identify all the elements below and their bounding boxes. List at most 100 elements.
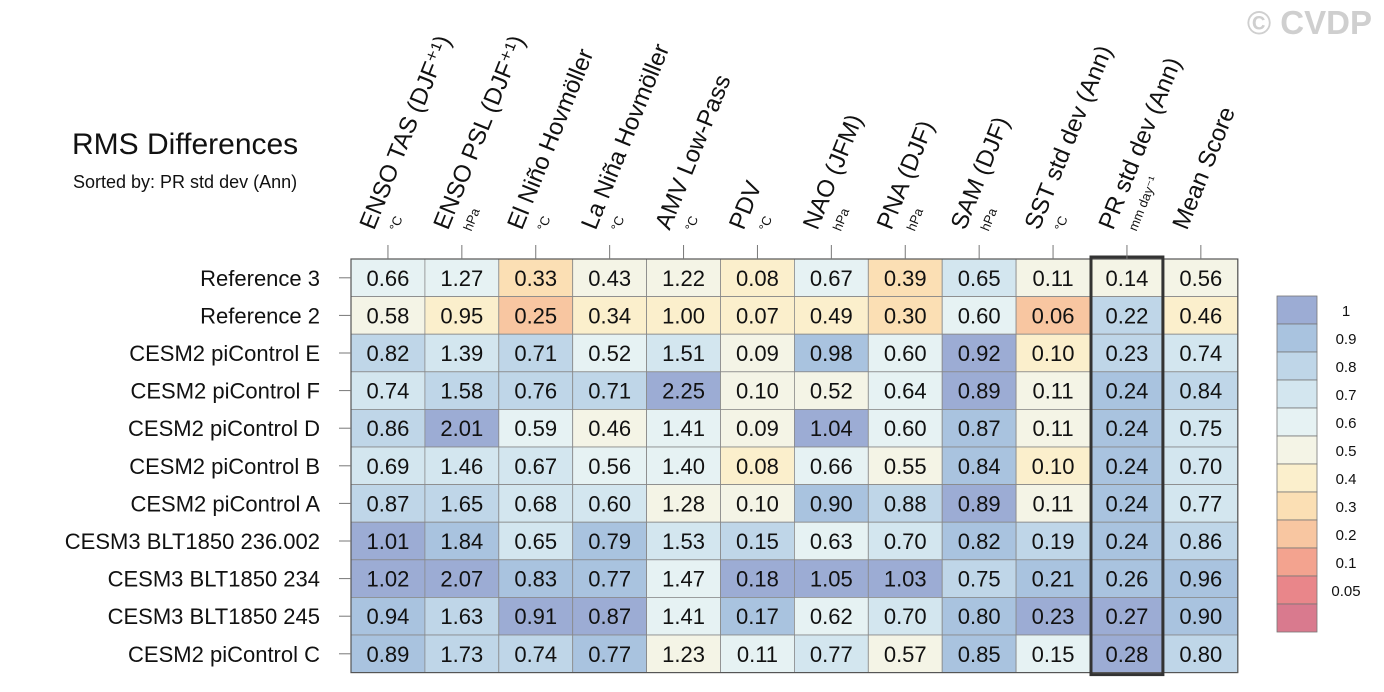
heatmap-cell <box>424 258 500 297</box>
cell-value-label: 1.46 <box>440 454 483 479</box>
heatmap-cell <box>720 521 795 561</box>
cell-value-label: 1.63 <box>440 604 483 629</box>
cell-value-label: 1.02 <box>367 567 410 592</box>
cell-value-label: 0.59 <box>514 416 557 441</box>
heatmap-cell <box>1015 521 1091 561</box>
cell-value-label: 0.89 <box>367 642 410 667</box>
column-unit-label: °C <box>1051 214 1070 233</box>
row-label: Reference 2 <box>200 303 320 328</box>
cell-value-label: 0.24 <box>1106 491 1149 516</box>
cell-value-label: 0.55 <box>884 454 927 479</box>
cell-value-label: 0.46 <box>588 416 631 441</box>
cell-value-label: 0.74 <box>367 379 410 404</box>
colorbar-tick-label: 0.2 <box>1336 527 1357 544</box>
heatmap-cell <box>794 597 869 636</box>
cell-value-label: 0.14 <box>1106 266 1149 291</box>
cell-value-label: 0.11 <box>1032 266 1073 291</box>
cell-value-label: 1.23 <box>662 642 705 667</box>
cell-value-label: 0.07 <box>736 303 779 328</box>
cell-value-label: 0.94 <box>367 604 410 629</box>
heatmap-cell <box>941 296 1017 335</box>
cell-value-label: 0.43 <box>588 266 631 291</box>
colorbar-segment <box>1276 351 1318 381</box>
cell-value-label: 0.74 <box>514 642 557 667</box>
cell-value-label: 0.60 <box>884 416 927 441</box>
cell-value-label: 0.10 <box>736 379 779 404</box>
heatmap-cell <box>867 559 943 598</box>
cell-value-label: 0.90 <box>1179 604 1222 629</box>
cell-value-label: 0.96 <box>1179 567 1222 592</box>
cell-value-label: 1.65 <box>440 491 483 516</box>
heatmap-cell <box>1089 258 1165 297</box>
cell-value-label: 0.74 <box>1179 341 1222 366</box>
cell-value-label: 0.57 <box>884 642 927 667</box>
cell-value-label: 1.58 <box>440 379 483 404</box>
cell-value-label: 0.08 <box>736 266 779 291</box>
cell-value-label: 0.80 <box>1179 642 1222 667</box>
heatmap-cell <box>498 634 574 673</box>
chart-title: RMS Differences <box>72 128 299 161</box>
colorbar-tick-label: 0.9 <box>1336 331 1357 348</box>
column-unit-label: °C <box>386 214 405 233</box>
cell-value-label: 0.18 <box>736 567 779 592</box>
heatmap-cell <box>498 371 574 410</box>
row-label: CESM2 piControl B <box>129 454 320 479</box>
heatmap-cell <box>1015 446 1091 485</box>
colorbar-tick-label: 0.7 <box>1336 387 1357 404</box>
cell-value-label: 0.24 <box>1106 379 1149 404</box>
heatmap-cell <box>1015 408 1091 448</box>
cell-value-label: 0.33 <box>514 266 557 291</box>
cell-value-label: 0.77 <box>588 642 631 667</box>
cell-value-label: 1.41 <box>662 416 705 441</box>
column-unit-label: °C <box>682 214 701 233</box>
cell-value-label: 0.64 <box>884 379 927 404</box>
column-unit-label: °C <box>756 214 775 233</box>
heatmap-cell <box>572 559 648 598</box>
cell-value-label: 0.84 <box>1179 379 1222 404</box>
heatmap-cell <box>1163 634 1239 673</box>
cell-value-label: 0.24 <box>1106 529 1149 554</box>
heatmap-cell <box>1163 559 1239 598</box>
heatmap-cell <box>794 446 869 485</box>
cell-value-label: 0.87 <box>367 491 410 516</box>
colorbar-segment <box>1276 519 1318 549</box>
heatmap-cell <box>424 634 500 673</box>
cell-value-label: 1.51 <box>662 341 705 366</box>
heatmap-cell <box>720 408 795 448</box>
cell-value-label: 1.00 <box>662 303 705 328</box>
heatmap-cell <box>646 371 721 410</box>
row-label: CESM2 piControl F <box>130 379 320 404</box>
colorbar-tick-label: 0.6 <box>1336 415 1357 432</box>
cell-value-label: 1.22 <box>662 266 705 291</box>
heatmap-cell <box>572 408 648 448</box>
cell-value-label: 0.60 <box>884 341 927 366</box>
heatmap-cell <box>794 296 869 335</box>
cell-value-label: 0.08 <box>736 454 779 479</box>
heatmap-cell <box>646 521 721 561</box>
cell-value-label: 0.28 <box>1106 642 1149 667</box>
row-label: CESM3 BLT1850 234 <box>108 567 320 592</box>
cell-value-label: 0.87 <box>958 416 1001 441</box>
heatmap-cell <box>720 634 795 673</box>
heatmap-cell <box>498 559 574 598</box>
colorbar-segment <box>1276 323 1318 353</box>
cell-value-label: 0.15 <box>736 529 779 554</box>
cell-value-label: 0.09 <box>736 416 779 441</box>
cell-value-label: 0.46 <box>1179 303 1222 328</box>
colorbar-segment <box>1276 463 1318 493</box>
heatmap-cell <box>720 371 795 410</box>
cell-value-label: 0.69 <box>367 454 410 479</box>
cell-value-label: 0.10 <box>736 491 779 516</box>
cell-value-label: 2.07 <box>440 567 483 592</box>
colorbar-segment <box>1276 547 1318 577</box>
cell-value-label: 0.10 <box>1032 341 1075 366</box>
row-label: CESM2 piControl E <box>129 341 320 366</box>
cell-value-label: 0.56 <box>588 454 631 479</box>
cell-value-label: 0.75 <box>958 567 1001 592</box>
cell-value-label: 0.27 <box>1106 604 1149 629</box>
cell-value-label: 1.73 <box>440 642 483 667</box>
cell-value-label: 0.71 <box>514 341 557 366</box>
cell-value-label: 0.91 <box>514 604 557 629</box>
cell-value-label: 1.27 <box>440 266 483 291</box>
cell-value-label: 0.67 <box>514 454 557 479</box>
